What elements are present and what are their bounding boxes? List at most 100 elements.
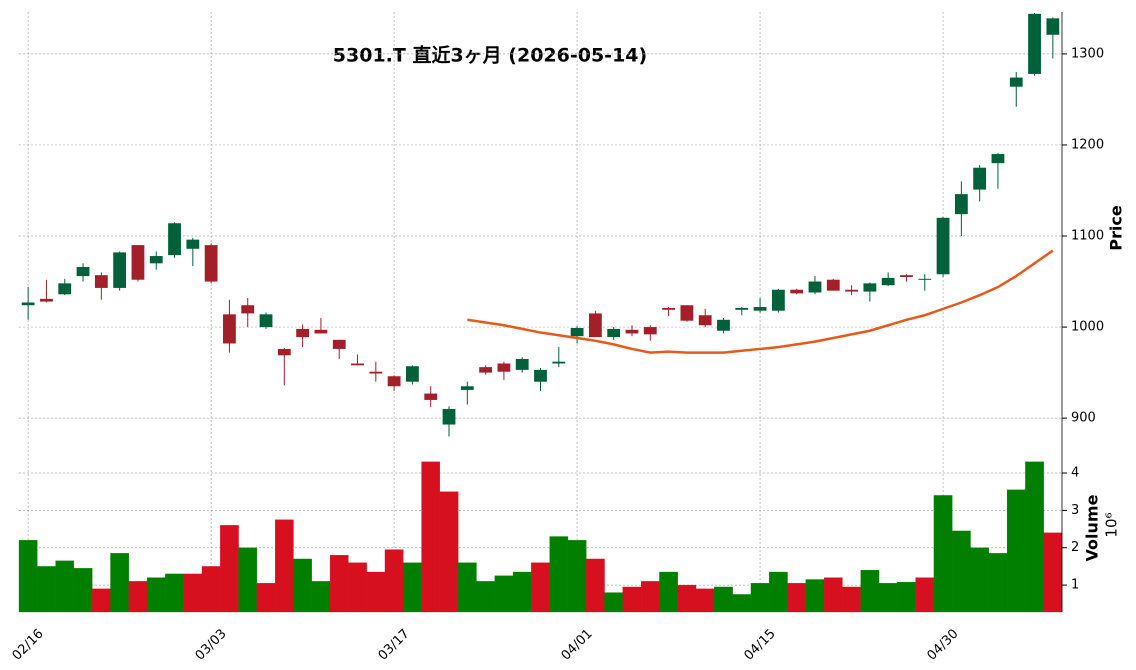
x-tick-label: 03/03 xyxy=(193,626,230,663)
candle-body xyxy=(479,367,493,373)
candle-body xyxy=(223,314,236,344)
candle-body xyxy=(332,339,346,349)
candle-body xyxy=(277,348,291,356)
candle-body xyxy=(424,393,438,400)
candle-body xyxy=(460,386,474,390)
y-tick-label: 1 xyxy=(1071,578,1079,593)
candle-body xyxy=(790,289,804,294)
candle-body xyxy=(1009,77,1023,87)
y-tick-label: 3 xyxy=(1071,503,1079,518)
volume-bar xyxy=(366,571,386,613)
y-tick-label: 1100 xyxy=(1071,229,1104,244)
x-tick-label: 03/17 xyxy=(376,626,413,663)
volume-bar xyxy=(531,562,550,613)
y-tick-label: 4 xyxy=(1071,466,1079,481)
candle-body xyxy=(662,307,675,310)
chart-title: 5301.T 直近3ヶ月 (2026-05-14) xyxy=(333,44,647,67)
candle-body xyxy=(826,279,840,291)
candle-body xyxy=(808,281,822,293)
candle-body xyxy=(131,245,145,280)
candle-body xyxy=(58,283,72,295)
y-tick-label: 2 xyxy=(1071,540,1079,555)
moving-average-line xyxy=(467,249,1054,354)
volume-bar xyxy=(897,581,916,613)
volume-bar xyxy=(640,581,660,613)
x-tick-label: 04/30 xyxy=(925,626,962,663)
volume-bar xyxy=(1006,489,1026,613)
volume-bar xyxy=(37,566,56,613)
volume-bar xyxy=(55,560,75,613)
candle-body xyxy=(534,369,547,382)
candle-body xyxy=(991,154,1005,164)
volume-bar xyxy=(348,562,367,613)
volume-bar xyxy=(586,558,605,613)
volume-bar xyxy=(622,586,642,613)
volume-bar xyxy=(567,540,587,613)
candle-body xyxy=(387,376,401,387)
candle-body xyxy=(570,327,584,337)
candle-body xyxy=(515,358,529,370)
candle-body xyxy=(863,283,877,292)
volume-bar xyxy=(439,491,459,613)
volume-bar xyxy=(128,581,148,613)
volume-bar xyxy=(92,588,111,613)
volume-bar xyxy=(220,525,239,613)
candle-body xyxy=(552,361,566,364)
y-tick-label: 900 xyxy=(1071,411,1096,426)
candle-body xyxy=(76,266,90,277)
candle-body xyxy=(497,363,511,372)
candle-body xyxy=(607,328,621,338)
candle-body xyxy=(40,298,53,302)
volume-bar xyxy=(238,547,258,613)
candle-body xyxy=(1028,13,1041,74)
candle-body xyxy=(643,327,657,335)
volume-bar xyxy=(458,562,477,613)
volume-bar xyxy=(329,555,349,613)
volume-bar xyxy=(732,594,752,613)
candle-body xyxy=(168,223,181,256)
volume-bar xyxy=(512,571,532,613)
volume-bar xyxy=(659,571,678,613)
volume-bar xyxy=(695,588,715,613)
candle-body xyxy=(94,275,108,288)
volume-bar xyxy=(1043,532,1063,613)
volume-bar xyxy=(805,579,825,613)
candle-body xyxy=(918,278,932,280)
volume-bar xyxy=(823,577,843,613)
volume-bar xyxy=(915,577,935,613)
volume-bar xyxy=(750,583,770,613)
candle-body xyxy=(241,305,255,314)
axis-scale-label: 10⁶ xyxy=(1103,512,1121,537)
candle-body xyxy=(680,305,694,321)
volume-bar xyxy=(293,558,312,613)
volume-bar xyxy=(714,586,733,613)
volume-bar xyxy=(165,573,184,613)
x-tick-label: 04/15 xyxy=(742,626,779,663)
volume-bar xyxy=(604,592,623,613)
volume-bar xyxy=(73,568,93,613)
candle-body xyxy=(625,329,639,334)
volume-bar xyxy=(494,575,514,613)
candle-body xyxy=(369,371,383,374)
y-tick-label: 1200 xyxy=(1071,137,1104,152)
volume-bar xyxy=(677,584,697,613)
candle-body xyxy=(900,275,913,277)
candle-body xyxy=(259,314,273,328)
candle-body xyxy=(936,217,950,275)
candle-body xyxy=(588,313,602,338)
candle-body xyxy=(314,329,328,334)
volume-bar xyxy=(787,583,806,613)
volume-bar xyxy=(1025,461,1044,613)
candle-body xyxy=(351,363,364,366)
candle-body xyxy=(954,194,968,215)
candle-body xyxy=(442,409,456,425)
volume-bar xyxy=(421,461,441,613)
candle-body xyxy=(113,252,127,288)
candle-body xyxy=(698,315,712,326)
volume-bar xyxy=(933,495,953,613)
candle-body xyxy=(296,328,310,338)
volume-bar xyxy=(311,581,331,613)
candle-body xyxy=(753,307,767,311)
volume-bar xyxy=(275,519,294,613)
